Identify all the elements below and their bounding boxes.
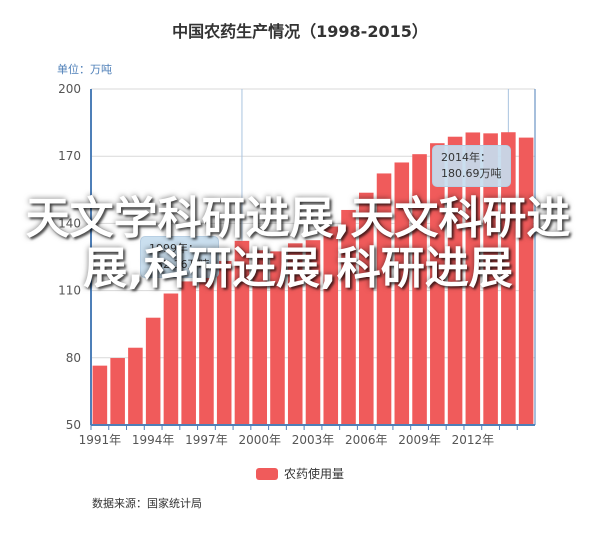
legend-label: 农药使用量 — [283, 467, 344, 481]
x-tick-label: 2000年 — [238, 433, 281, 447]
y-tick-label: 140 — [58, 216, 81, 230]
x-tick-label: 2003年 — [292, 433, 335, 447]
bar-2014[interactable] — [501, 132, 516, 425]
y-tick-label: 200 — [58, 82, 81, 96]
y-tick-label: 170 — [58, 149, 81, 163]
bar-1999[interactable] — [234, 240, 250, 425]
source-note: 数据来源：国家统计局 — [92, 497, 202, 510]
y-tick-label: 50 — [66, 418, 81, 432]
bars — [92, 132, 534, 426]
tooltip-1999: 1999年： 132.16万吨 — [140, 236, 219, 278]
tick-labels: 50 80 110 140 170 200 1991年 1994年 1997年 2000年 2003… — [58, 82, 494, 447]
bar-2007[interactable] — [376, 173, 392, 425]
bar-1998[interactable] — [216, 261, 232, 425]
bar-1997[interactable] — [199, 269, 214, 425]
bar-2011[interactable] — [447, 136, 463, 425]
x-tick-label: 2006年 — [345, 433, 388, 447]
bar-2015[interactable] — [518, 137, 534, 425]
x-tick-label: 2009年 — [398, 433, 441, 447]
watermark-overlay-text: 天文学科研进展,天文科研进展,科研进展,科研进展 — [25, 193, 571, 294]
bar-2001[interactable] — [270, 251, 285, 425]
bar-2009[interactable] — [412, 154, 427, 425]
bar-2006[interactable] — [358, 192, 374, 425]
bar-2004[interactable] — [323, 226, 339, 425]
unit-label: 单位：万吨 — [57, 63, 112, 76]
bar-2003[interactable] — [305, 240, 321, 425]
bar-1991[interactable] — [92, 365, 108, 425]
bar-1995[interactable] — [163, 293, 179, 425]
tooltip-2014: 2014年： 180.69万吨 — [432, 145, 511, 187]
tooltip-label: 1999年： — [149, 242, 199, 255]
y-tick-label: 80 — [66, 351, 81, 365]
tooltip-value: 180.69万吨 — [441, 167, 502, 180]
tooltip-label: 2014年： — [441, 151, 491, 164]
bar-2000[interactable] — [252, 250, 268, 425]
axes — [90, 89, 536, 430]
bar-1996[interactable] — [181, 281, 196, 425]
x-tick-label: 1991年 — [79, 433, 122, 447]
bar-2008[interactable] — [394, 162, 410, 426]
bar-2002[interactable] — [287, 243, 303, 425]
bar-2012[interactable] — [465, 132, 481, 425]
bar-2013[interactable] — [483, 133, 498, 426]
legend-swatch — [255, 467, 278, 480]
bar-2010[interactable] — [430, 143, 445, 425]
legend[interactable]: 农药使用量 — [0, 465, 600, 482]
x-tick-label: 1994年 — [132, 433, 175, 447]
bar-1993[interactable] — [128, 347, 143, 425]
bar-1994[interactable] — [145, 317, 161, 425]
x-tick-label: 1997年 — [185, 433, 228, 447]
bar-2005[interactable] — [341, 209, 356, 425]
y-tick-label: 110 — [58, 284, 81, 298]
chart-title: 中国农药生产情况（1998-2015） — [172, 22, 428, 41]
tooltip-value: 132.16万吨 — [149, 258, 210, 271]
bar-1992[interactable] — [110, 358, 125, 425]
x-tick-label: 2012年 — [452, 433, 495, 447]
